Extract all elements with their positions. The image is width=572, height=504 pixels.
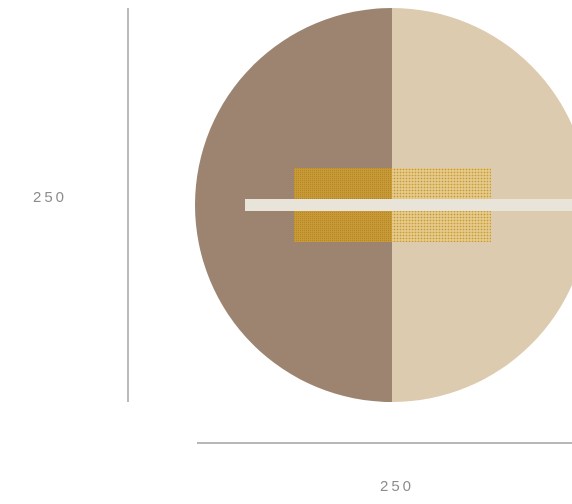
height-dimension-label: 250 bbox=[33, 189, 68, 206]
horizontal-band bbox=[245, 199, 572, 211]
width-dimension-label: 250 bbox=[380, 478, 415, 495]
